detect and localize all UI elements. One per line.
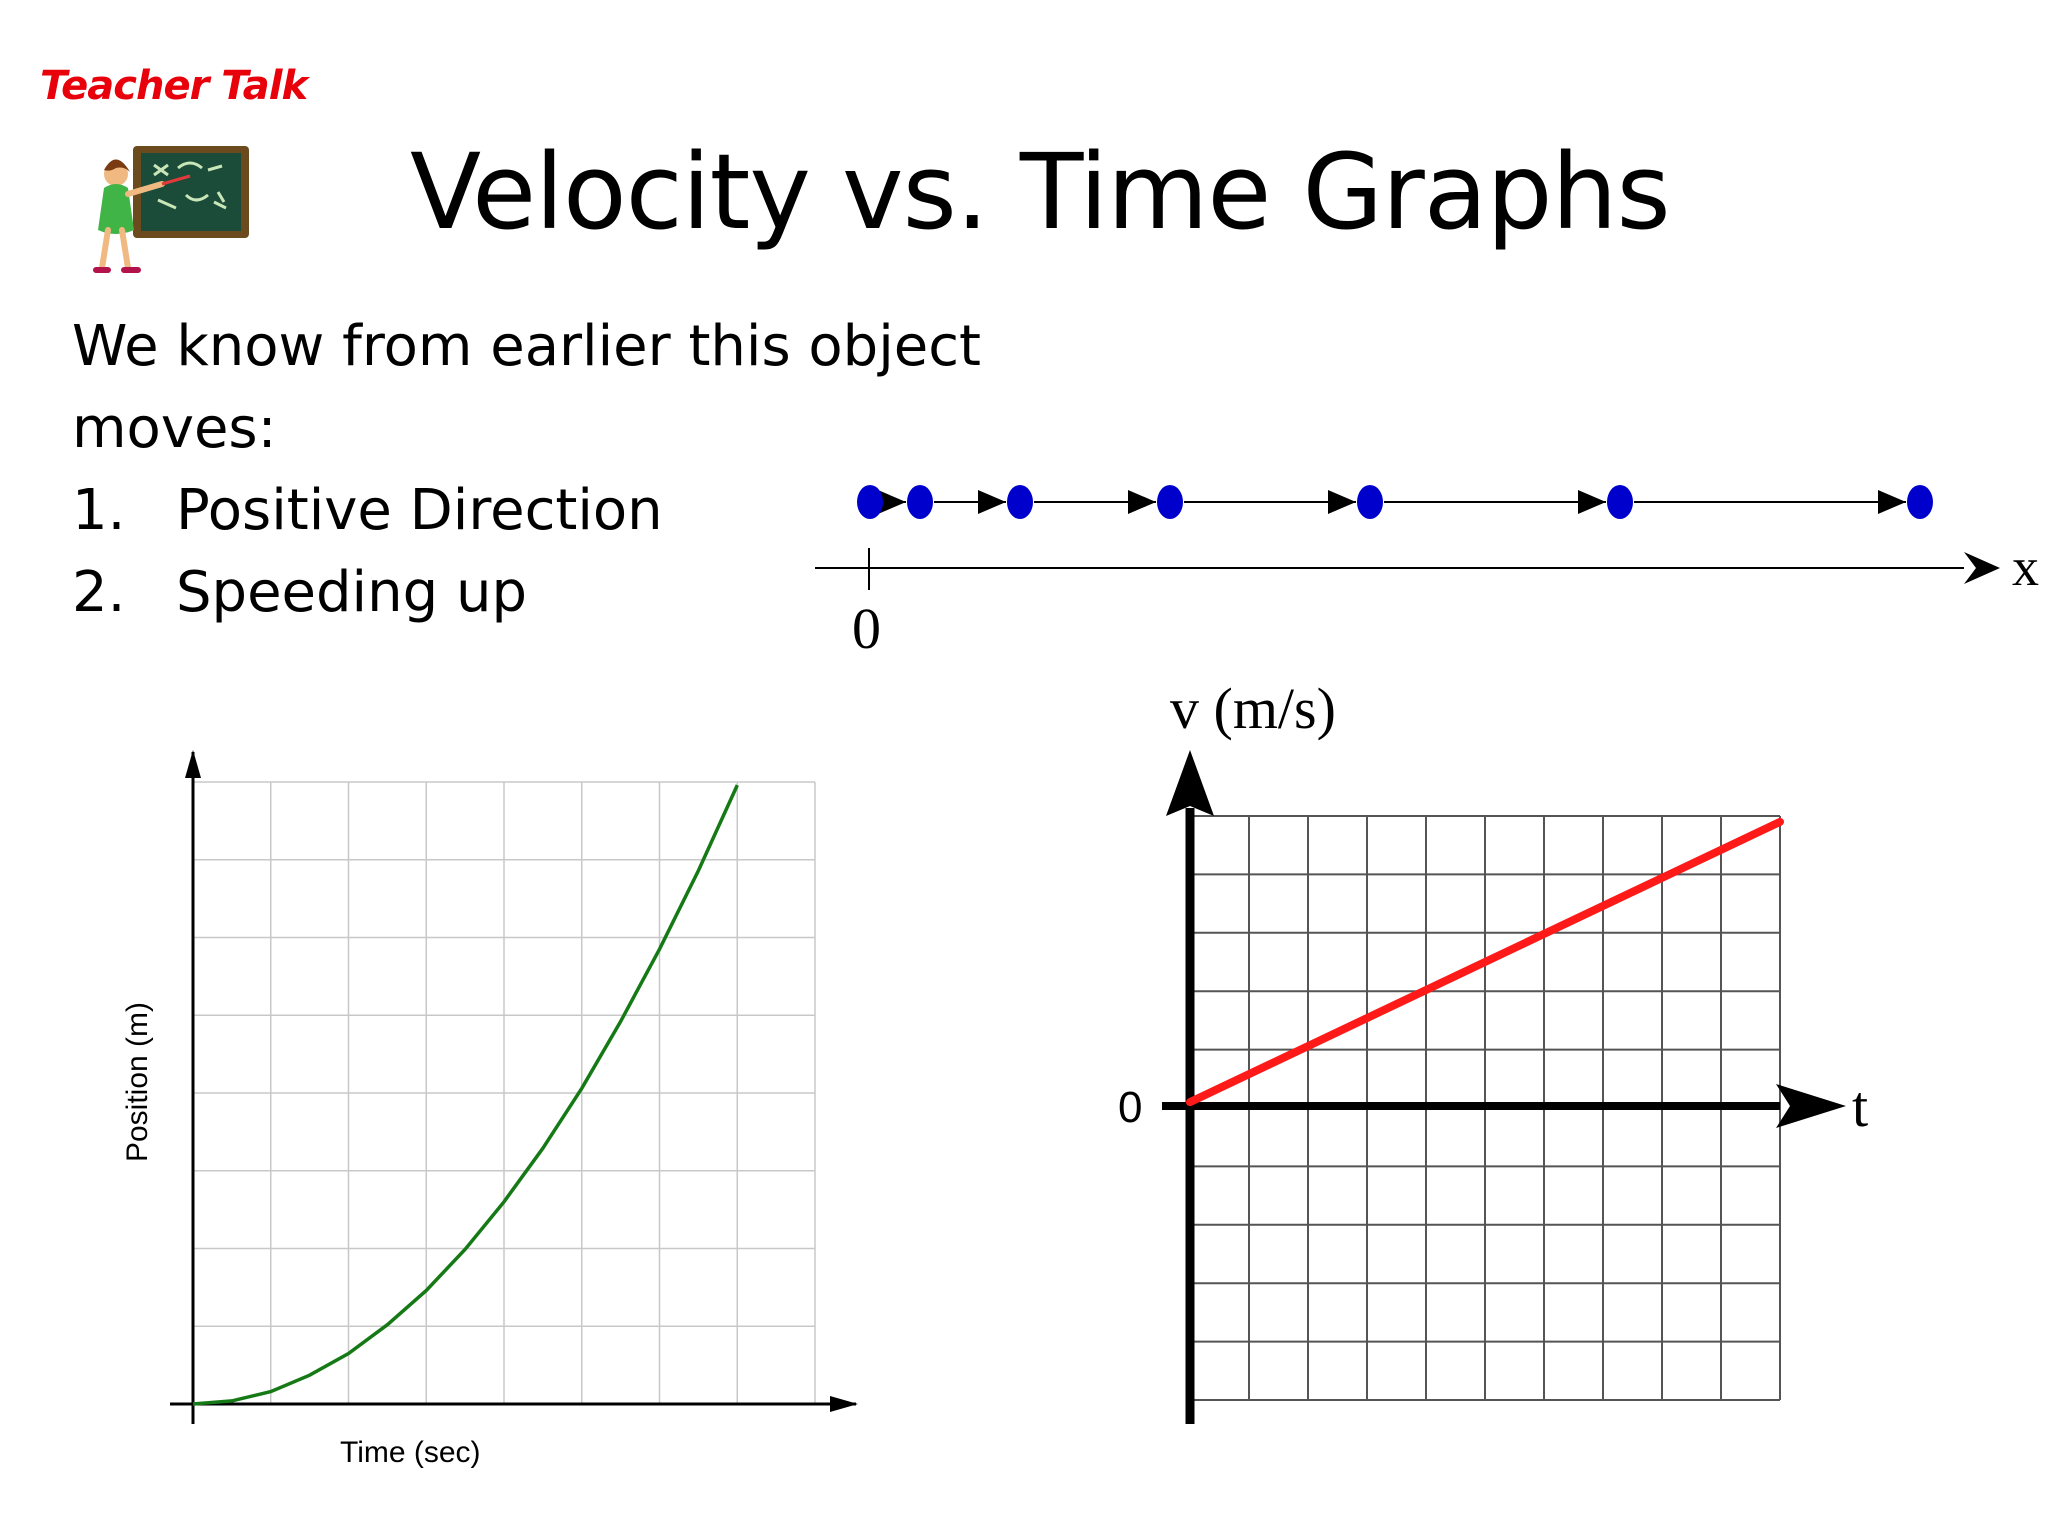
list-item: 2. Speeding up: [72, 552, 663, 634]
motion-arrow-head: [978, 490, 1006, 514]
motion-dot: [857, 485, 883, 519]
list-item-number: 2.: [72, 560, 126, 625]
position-time-chart: [170, 750, 858, 1424]
motion-arrow-head: [1328, 490, 1356, 514]
list-item: 1. Positive Direction: [72, 470, 663, 552]
motion-arrow-head: [1128, 490, 1156, 514]
velocity-axis-label: v (m/s): [1170, 676, 1336, 741]
motion-dot: [1907, 485, 1933, 519]
motion-dot: [1007, 485, 1033, 519]
list-item-number: 1.: [72, 478, 126, 543]
motion-arrow-head: [878, 490, 906, 514]
motion-diagram: x 0: [815, 485, 2039, 661]
property-list: 1. Positive Direction 2. Speeding up: [72, 470, 663, 634]
page-title: Velocity vs. Time Graphs: [410, 131, 1671, 253]
velocity-t-arrowhead: [1776, 1084, 1846, 1128]
velocity-origin-label: 0: [1118, 1083, 1142, 1132]
velocity-series-line: [1186, 817, 1784, 1107]
position-y-axis-label: Position (m): [121, 1001, 154, 1163]
position-y-arrowhead: [185, 750, 201, 778]
velocity-time-chart: v (m/s) t 0: [1118, 676, 1868, 1424]
teacher-talk-label: Teacher Talk: [40, 63, 308, 109]
intro-text: We know from earlier this object moves:: [72, 314, 981, 461]
motion-dot: [907, 485, 933, 519]
position-series-line: [192, 784, 739, 1406]
time-axis-label: t: [1852, 1074, 1868, 1139]
motion-x-axis-arrowhead: [1964, 552, 2000, 584]
motion-dot: [1157, 485, 1183, 519]
position-x-axis-label: Time (sec): [340, 1436, 481, 1469]
motion-dot: [1357, 485, 1383, 519]
motion-arrow-head: [1878, 490, 1906, 514]
motion-origin-label: 0: [852, 596, 881, 661]
motion-dot: [1607, 485, 1633, 519]
motion-axis-label: x: [2012, 537, 2039, 597]
motion-arrow-head: [1578, 490, 1606, 514]
position-x-arrowhead: [830, 1396, 858, 1412]
list-item-text: Positive Direction: [176, 478, 663, 543]
list-item-text: Speeding up: [176, 560, 527, 625]
velocity-v-arrowhead: [1166, 750, 1214, 816]
teacher-chalkboard-icon: [93, 146, 249, 273]
